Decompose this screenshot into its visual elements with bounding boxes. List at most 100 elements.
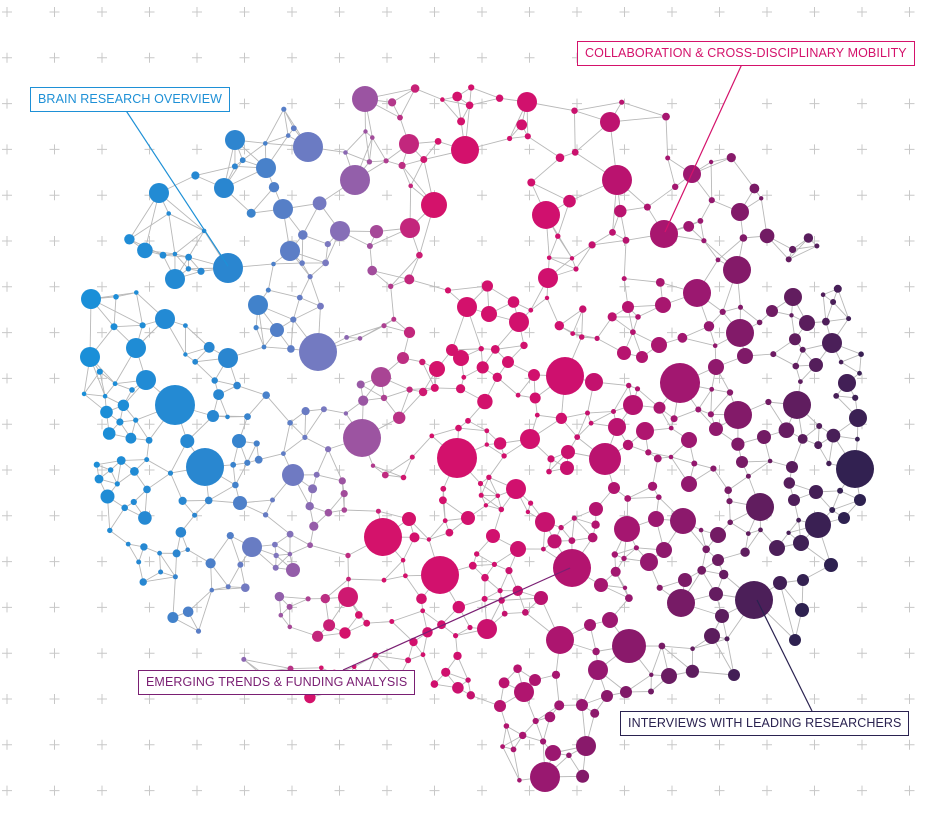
network-node [573, 266, 579, 272]
network-node [814, 441, 823, 450]
network-node [683, 279, 711, 307]
plus-cross-icon [144, 785, 155, 796]
plus-cross-icon [762, 373, 772, 384]
plus-cross-icon [714, 465, 725, 475]
network-node [490, 345, 500, 354]
network-edge [692, 638, 728, 650]
plus-cross-icon [714, 373, 725, 384]
plus-cross-icon [762, 556, 772, 567]
network-node [214, 178, 234, 198]
plus-cross-icon [857, 98, 867, 109]
network-node [239, 157, 246, 164]
network-node [736, 456, 748, 468]
network-node [172, 251, 178, 257]
network-node [322, 259, 329, 267]
network-edge [371, 137, 387, 161]
plus-cross-icon [904, 327, 915, 338]
network-edge [243, 658, 291, 669]
network-edge [624, 278, 661, 283]
network-node [528, 369, 540, 381]
network-node [516, 119, 528, 131]
network-node [369, 225, 384, 239]
plus-cross-icon [524, 236, 535, 246]
plus-cross-icon [572, 281, 582, 292]
plus-cross-icon [239, 465, 250, 475]
network-node [363, 619, 371, 627]
plus-cross-icon [2, 98, 12, 109]
network-node [207, 410, 219, 422]
plus-cross-icon [49, 52, 60, 63]
network-node [400, 218, 420, 238]
network-node [182, 606, 194, 618]
network-node [355, 611, 363, 619]
network-edge [571, 518, 575, 541]
network-node [474, 551, 480, 557]
plus-cross-icon [49, 7, 60, 17]
network-edge [837, 288, 849, 319]
network-edge [409, 278, 449, 291]
plus-cross-icon [857, 602, 867, 613]
label-brain-research-overview[interactable]: BRAIN RESEARCH OVERVIEW [30, 87, 231, 112]
network-node [400, 474, 407, 481]
network-edge [159, 553, 162, 573]
network-edge [421, 361, 436, 389]
network-edge [264, 346, 291, 350]
network-node [697, 565, 707, 575]
network-node [561, 445, 575, 459]
network-node [399, 134, 419, 154]
network-node [262, 391, 271, 400]
network-node [457, 297, 477, 317]
network-node [357, 336, 363, 341]
network-node [211, 377, 218, 384]
label-collaboration-mobility[interactable]: COLLABORATION & CROSS-DISCIPLINARY MOBIL… [577, 41, 915, 66]
plus-cross-icon [334, 419, 345, 430]
network-edge [627, 485, 653, 499]
plus-cross-icon [334, 190, 345, 201]
network-node [822, 333, 842, 353]
plus-cross-icon [477, 7, 487, 17]
network-edge [135, 419, 150, 441]
network-edge [481, 494, 498, 497]
network-node [712, 343, 718, 349]
network-node [527, 178, 536, 187]
network-edge [309, 276, 321, 307]
network-node [352, 86, 378, 112]
label-interviews-researchers[interactable]: INTERVIEWS WITH LEADING RESEARCHERS [620, 711, 910, 736]
network-edge [713, 468, 729, 491]
label-emerging-trends-funding[interactable]: EMERGING TRENDS & FUNDING ANALYSIS [138, 670, 416, 695]
network-edge [535, 720, 544, 742]
network-node [601, 690, 613, 702]
network-node [204, 496, 213, 505]
network-node [410, 84, 420, 93]
network-edge [431, 427, 459, 437]
network-edge [316, 474, 343, 482]
network-node [650, 220, 678, 248]
network-node [726, 389, 734, 396]
network-node [381, 471, 389, 479]
plus-cross-icon [2, 327, 12, 338]
network-node [746, 493, 774, 521]
plus-cross-icon [192, 648, 202, 659]
network-edge [194, 361, 216, 381]
plus-cross-icon [429, 602, 440, 613]
network-node [110, 323, 118, 331]
network-node [363, 129, 368, 134]
network-node [510, 541, 526, 557]
network-node [256, 158, 276, 178]
network-node [789, 313, 794, 318]
network-node [129, 387, 135, 393]
network-node [532, 717, 539, 725]
plus-cross-icon [49, 281, 60, 292]
plus-cross-icon [904, 739, 915, 750]
network-node [213, 389, 225, 400]
network-node [773, 576, 787, 590]
plus-cross-icon [572, 648, 582, 659]
network-node [626, 382, 632, 389]
network-node [81, 289, 101, 309]
plus-cross-icon [2, 739, 12, 750]
plus-cross-icon [524, 52, 535, 63]
network-node [809, 485, 823, 499]
network-node [795, 603, 809, 617]
network-node [723, 256, 751, 284]
plus-cross-icon [2, 7, 12, 17]
